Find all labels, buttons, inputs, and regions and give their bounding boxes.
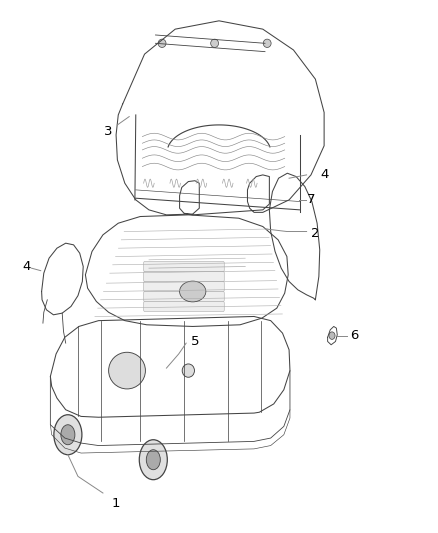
Ellipse shape: [158, 39, 166, 47]
Ellipse shape: [263, 39, 271, 47]
Text: 7: 7: [307, 193, 315, 206]
Text: 4: 4: [22, 260, 31, 273]
FancyBboxPatch shape: [144, 281, 224, 292]
Text: 5: 5: [191, 335, 199, 348]
Ellipse shape: [61, 425, 75, 445]
Ellipse shape: [329, 332, 335, 340]
Text: 3: 3: [104, 125, 113, 138]
Ellipse shape: [139, 440, 167, 480]
Text: 6: 6: [350, 329, 359, 342]
Ellipse shape: [54, 415, 82, 455]
FancyBboxPatch shape: [144, 302, 224, 311]
Text: 4: 4: [320, 168, 328, 181]
FancyBboxPatch shape: [144, 271, 224, 281]
Text: 1: 1: [112, 497, 120, 511]
Ellipse shape: [146, 450, 160, 470]
Ellipse shape: [211, 39, 219, 47]
Ellipse shape: [182, 364, 194, 377]
Ellipse shape: [180, 281, 206, 302]
FancyBboxPatch shape: [144, 262, 224, 271]
Ellipse shape: [109, 352, 145, 389]
Text: 2: 2: [311, 227, 320, 240]
FancyBboxPatch shape: [144, 292, 224, 302]
